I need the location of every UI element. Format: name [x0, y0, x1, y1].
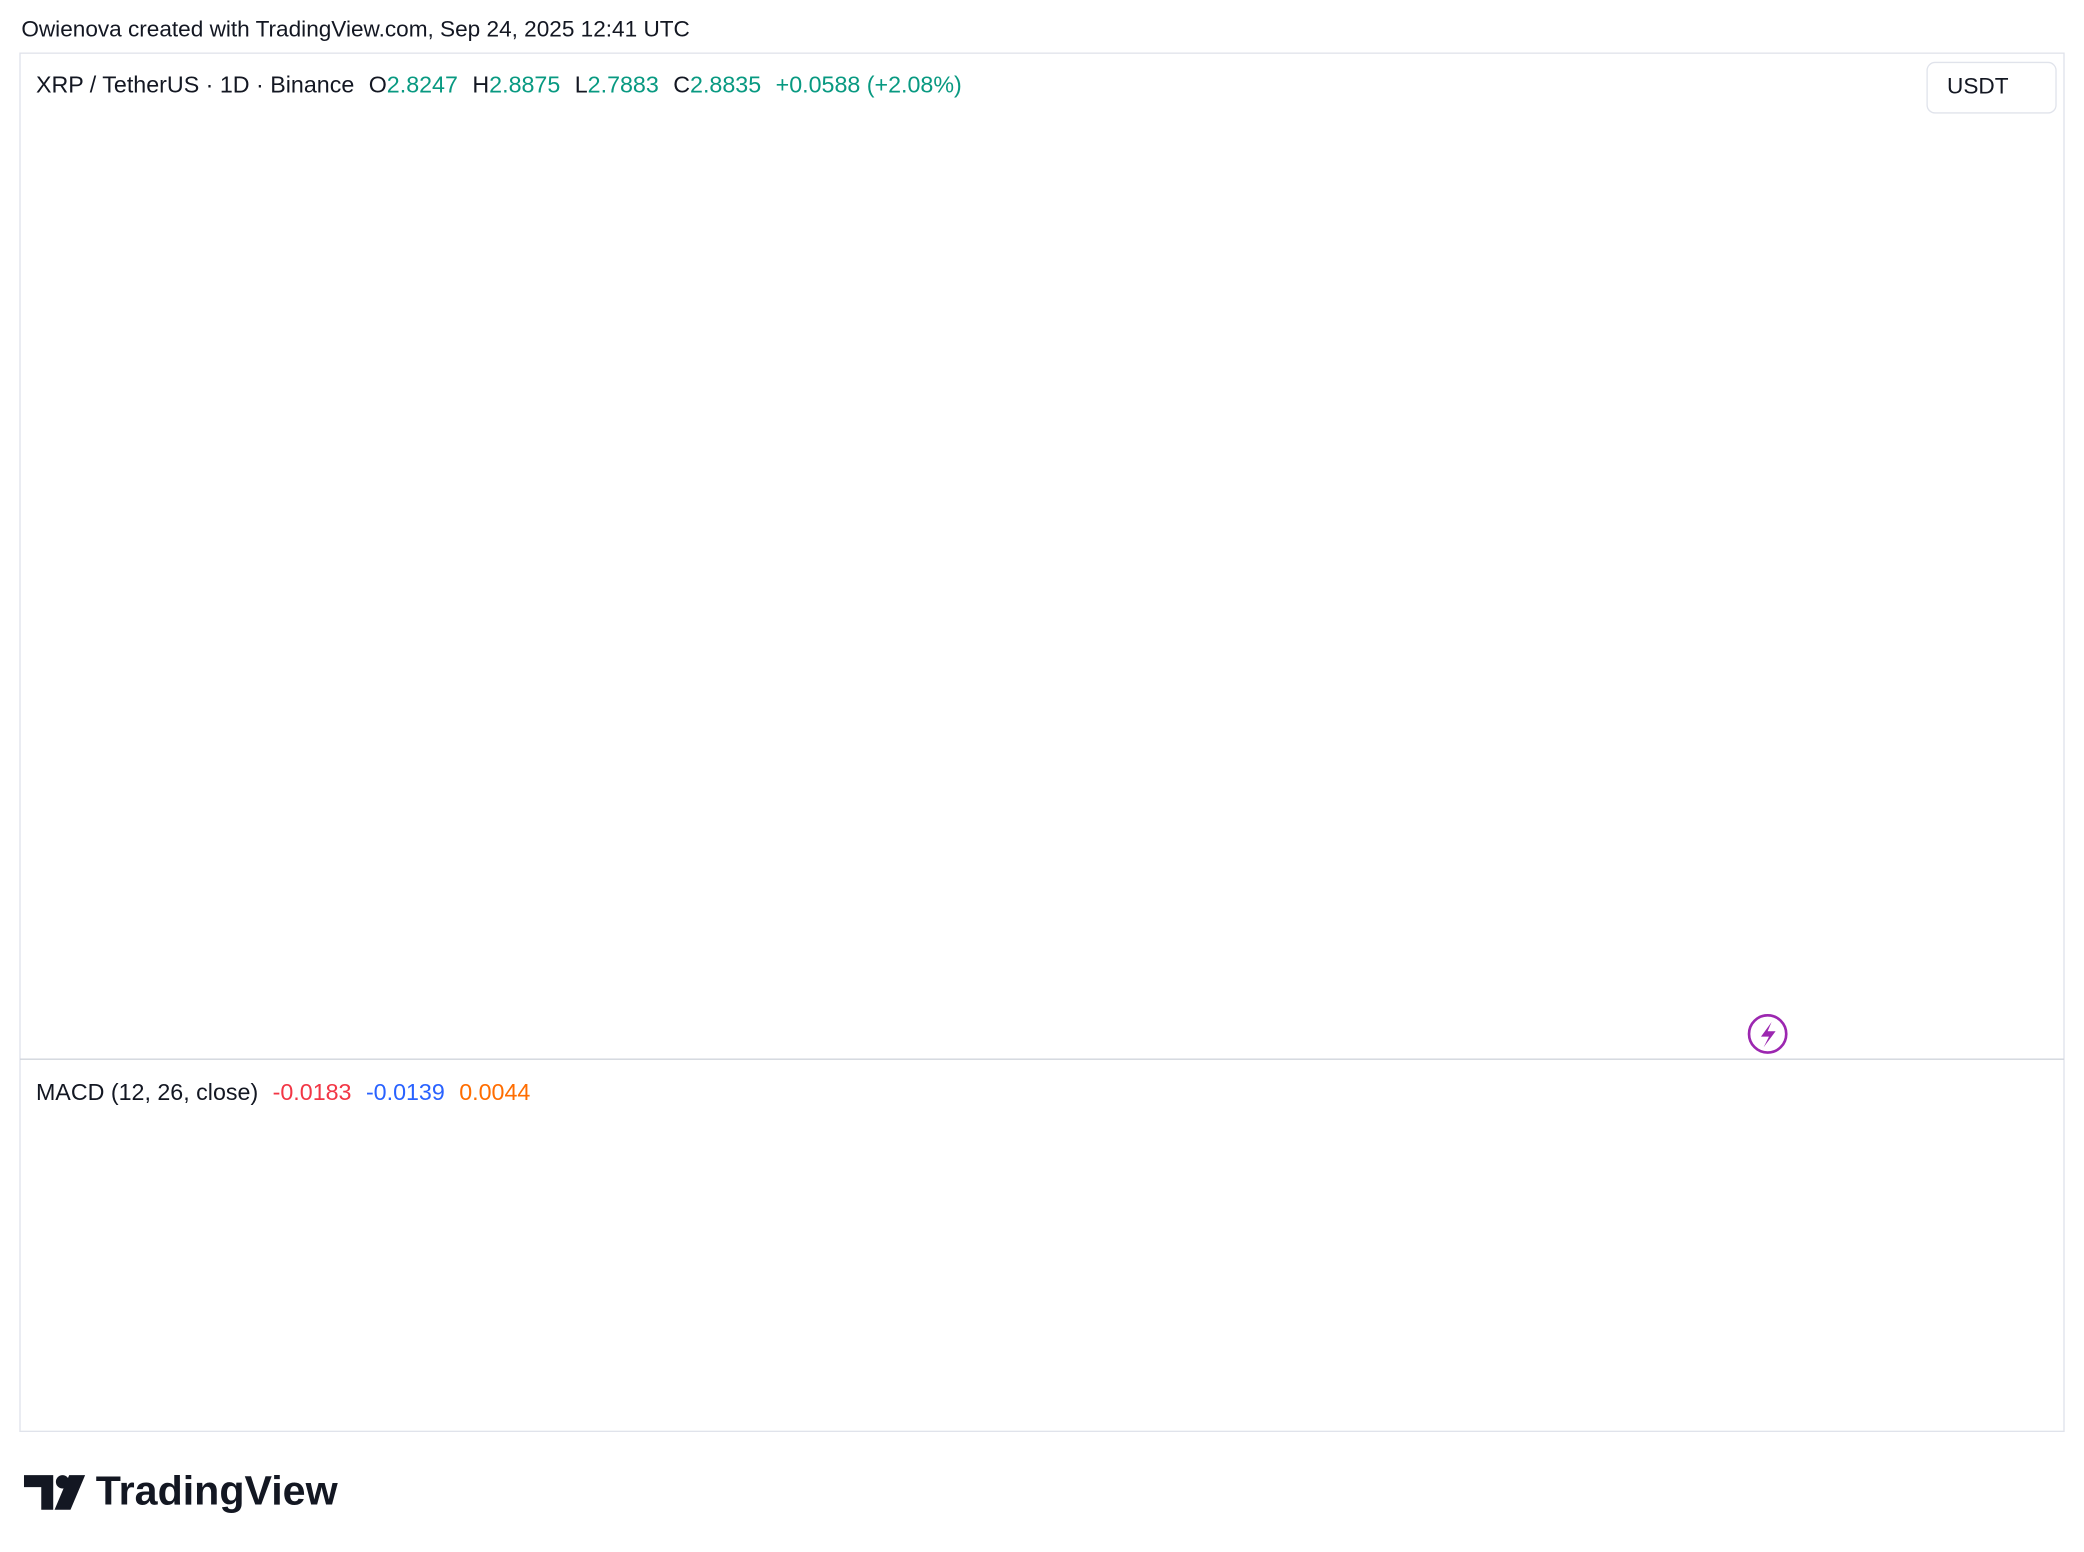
high-value: 2.8875 [489, 72, 560, 98]
macd-value: -0.0139 [366, 1079, 445, 1105]
symbol-legend: XRP / TetherUS · 1D · Binance O2.8247 H2… [36, 72, 962, 98]
close-value: 2.8835 [690, 72, 761, 98]
symbol-title: XRP / TetherUS · 1D · Binance [36, 72, 354, 98]
low-value: 2.7883 [588, 72, 659, 98]
ohlc-letter: C [673, 72, 690, 98]
lightning-bolt[interactable] [1760, 1021, 1776, 1048]
open-value: 2.8247 [387, 72, 458, 98]
lightning-icon[interactable] [1747, 1014, 1788, 1054]
attribution: Owienova created with TradingView.com, S… [21, 17, 690, 42]
histogram-value: -0.0183 [273, 1079, 352, 1105]
logo-text: TradingView [96, 1468, 339, 1514]
change-value: +0.0588 (+2.08%) [776, 72, 962, 98]
currency-button[interactable] [1926, 61, 2057, 114]
macd-title: MACD (12, 26, close) [36, 1079, 258, 1105]
signal-value: 0.0044 [459, 1079, 530, 1105]
ohlc-letter: L [575, 72, 588, 98]
logo-mark [54, 1475, 86, 1510]
frame [19, 52, 2065, 1432]
ohlc-letter: H [472, 72, 489, 98]
logo-mark [23, 1475, 54, 1510]
currency-label[interactable]: USDT [1947, 74, 2009, 99]
ohlc-letter: O [369, 72, 387, 98]
tradingview-logo: TradingView [23, 1468, 339, 1514]
macd-legend: MACD (12, 26, close) -0.0183 -0.0139 0.0… [36, 1079, 530, 1105]
